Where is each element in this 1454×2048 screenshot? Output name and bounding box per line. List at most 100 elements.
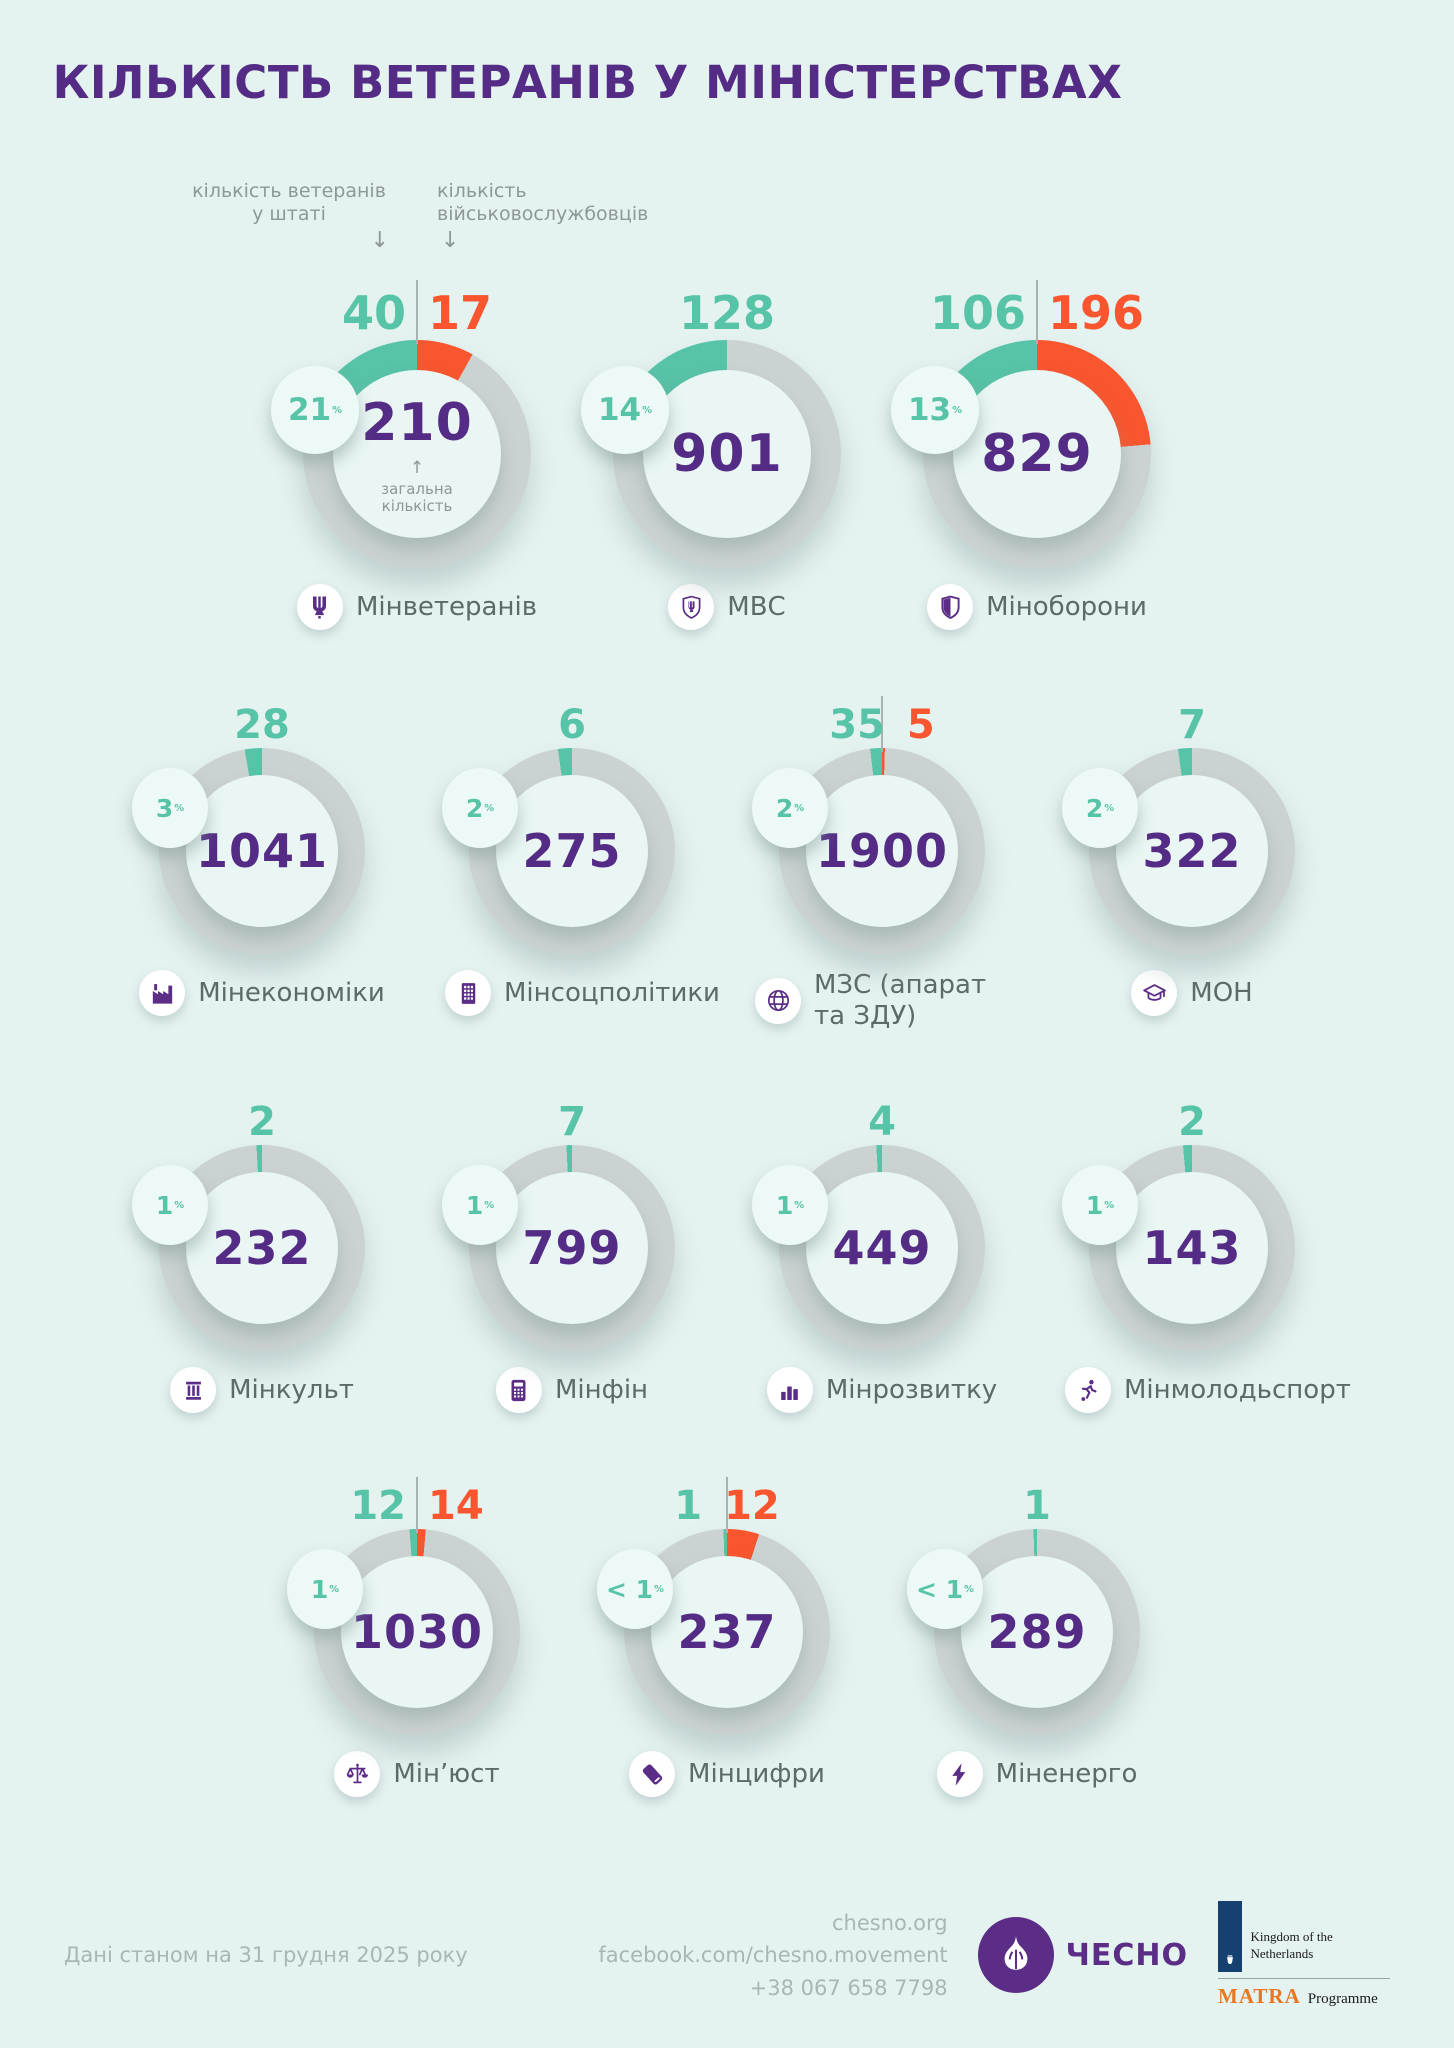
percent-sign: % xyxy=(329,1583,340,1595)
donut-ring: 2% 1900 xyxy=(752,696,985,954)
smartphone-icon xyxy=(629,1751,676,1798)
donut-center: 799 xyxy=(496,1172,648,1325)
facebook-text: facebook.com/chesno.movement xyxy=(598,1943,948,1968)
total-note: ↑ загальна кількість xyxy=(352,457,482,515)
donut-center: 237 xyxy=(651,1556,803,1709)
chart-values: 106 196 xyxy=(930,274,1144,336)
total-note-text: загальна кількість xyxy=(381,479,453,515)
arrow-up-icon: ↑ xyxy=(409,457,425,478)
veterans-count: 2 xyxy=(248,1099,276,1146)
military-count: 5 xyxy=(906,702,935,748)
percent-badge: < 1% xyxy=(907,1549,983,1630)
ministry-name: Мінкульт xyxy=(229,1375,354,1405)
percent-value: 2 xyxy=(465,793,484,823)
value-divider-line xyxy=(416,280,418,344)
ministry-name: Міноборони xyxy=(986,591,1147,622)
chart-row: 28 3% 1041 Мінекономіки 6 2% 275 Мінсоцполітики… xyxy=(0,690,1454,1031)
percent-sign: % xyxy=(174,802,185,814)
ministry-name: Міненерго xyxy=(995,1759,1138,1789)
military-count: 196 xyxy=(1048,286,1145,341)
veterans-count: 40 xyxy=(341,286,406,341)
ministry-chart: 40 17 21% 210 ↑ загальна кількість Мінветерані… xyxy=(192,180,648,630)
chart-values: 2 xyxy=(248,1087,276,1146)
percent-value: 13 xyxy=(907,392,952,428)
percent-sign: % xyxy=(1104,1199,1115,1211)
donut-center: 1030 xyxy=(341,1556,493,1709)
military-annotation: кількість військовослужбовців xyxy=(437,180,649,226)
percent-sign: % xyxy=(1104,802,1115,814)
percent-value: 1 xyxy=(155,1190,174,1220)
ministry-chart: 1 < 1% 289 Міненерго xyxy=(887,1471,1187,1798)
arrow-down-icon: ↓ xyxy=(370,228,389,253)
donut-center: 449 xyxy=(806,1172,958,1325)
ministry-chart: 12 14 1% 1030 Мін’юст xyxy=(267,1471,567,1798)
donut-center: 1900 xyxy=(806,775,958,927)
value-divider-line xyxy=(726,1477,728,1534)
partner-logo-top: Kingdom of the Netherlands xyxy=(1218,1901,1390,1973)
percent-badge: 3% xyxy=(132,768,208,848)
percent-value: 1 xyxy=(310,1574,329,1604)
veterans-count: 128 xyxy=(678,286,776,341)
ministry-chart: 2 1% 143 Мінмолодьспорт xyxy=(1042,1087,1351,1414)
ministry-label: Міноборони xyxy=(927,584,1147,630)
veterans-count: 6 xyxy=(558,702,586,748)
percent-badge: 1% xyxy=(287,1549,363,1630)
veterans-count: 1 xyxy=(674,1483,703,1530)
calculator-icon xyxy=(495,1367,542,1414)
chart-values: 28 xyxy=(234,690,290,745)
ministry-name: Мінмолодьспорт xyxy=(1124,1375,1351,1405)
donut-ring: 1% 1030 xyxy=(287,1477,520,1736)
percent-badge: 1% xyxy=(1062,1165,1138,1246)
ministry-chart: 35 5 2% 1900 МЗС (апарат та ЗДУ) xyxy=(732,690,1032,1031)
ministry-name: Мінсоцполітики xyxy=(504,977,720,1008)
percent-value: 14 xyxy=(597,392,642,428)
veterans-annotation: кількість ветеранів у штаті xyxy=(192,180,386,226)
veterans-count: 106 xyxy=(929,286,1026,341)
percent-value: 3 xyxy=(155,793,174,823)
military-count: 17 xyxy=(428,286,493,341)
percent-value: 2 xyxy=(1085,793,1104,823)
donut-center: 289 xyxy=(961,1556,1113,1709)
ministry-chart: 28 3% 1041 Мінекономіки xyxy=(112,690,412,1031)
percent-sign: % xyxy=(654,1583,664,1595)
donut-center: 322 xyxy=(1116,775,1268,927)
percent-value: 1 xyxy=(465,1190,484,1220)
veterans-count: 7 xyxy=(558,1099,586,1146)
chart-values: 12 14 xyxy=(350,1471,483,1530)
percent-sign: % xyxy=(642,404,653,416)
total-count: 322 xyxy=(1142,824,1242,878)
brand-name: ЧЕСНО xyxy=(1065,1937,1188,1973)
percent-sign: % xyxy=(332,404,343,416)
chart-row: 40 17 21% 210 ↑ загальна кількість Мінветерані… xyxy=(0,180,1454,630)
chart-values: 1 12 xyxy=(674,1471,780,1530)
veterans-count: 12 xyxy=(350,1483,406,1530)
ministry-label: МВС xyxy=(668,584,786,630)
contacts: chesno.org facebook.com/chesno.movement … xyxy=(598,1907,947,2005)
programme-name: MATRA xyxy=(1218,1984,1301,2009)
donut-ring: 1% 232 xyxy=(132,1145,365,1352)
donut-ring: 14% 901 xyxy=(581,340,841,568)
percent-badge: < 1% xyxy=(597,1549,673,1630)
percent-sign: % xyxy=(794,802,805,814)
ministry-name: МВС xyxy=(727,591,786,622)
donut-center: 829 xyxy=(953,370,1121,538)
donut-ring: 1% 143 xyxy=(1062,1145,1295,1352)
ministry-label: Мінкульт xyxy=(170,1367,354,1414)
donut-center: 901 xyxy=(643,370,811,538)
netherlands-crest-icon xyxy=(1218,1901,1243,1973)
ministry-label: Мін’юст xyxy=(334,1751,500,1798)
ministry-name: Мінветеранів xyxy=(355,591,538,622)
percent-sign: % xyxy=(484,1199,495,1211)
veterans-count: 35 xyxy=(829,702,885,748)
arrow-down-icon: ↓ xyxy=(441,228,460,253)
total-count: 449 xyxy=(832,1221,932,1276)
partner-logo: Kingdom of the Netherlands MATRA Program… xyxy=(1218,1901,1390,2009)
data-date-note: Дані станом на 31 грудня 2025 року xyxy=(64,1943,468,1968)
donut-center: 210 ↑ загальна кількість xyxy=(333,370,501,538)
ministry-label: Мінветеранів xyxy=(296,584,538,630)
ministry-chart: 6 2% 275 Мінсоцполітики xyxy=(422,690,722,1031)
website-text: chesno.org xyxy=(832,1910,948,1935)
total-count: 1041 xyxy=(195,824,329,878)
footer: Дані станом на 31 грудня 2025 року chesn… xyxy=(0,1901,1454,2009)
